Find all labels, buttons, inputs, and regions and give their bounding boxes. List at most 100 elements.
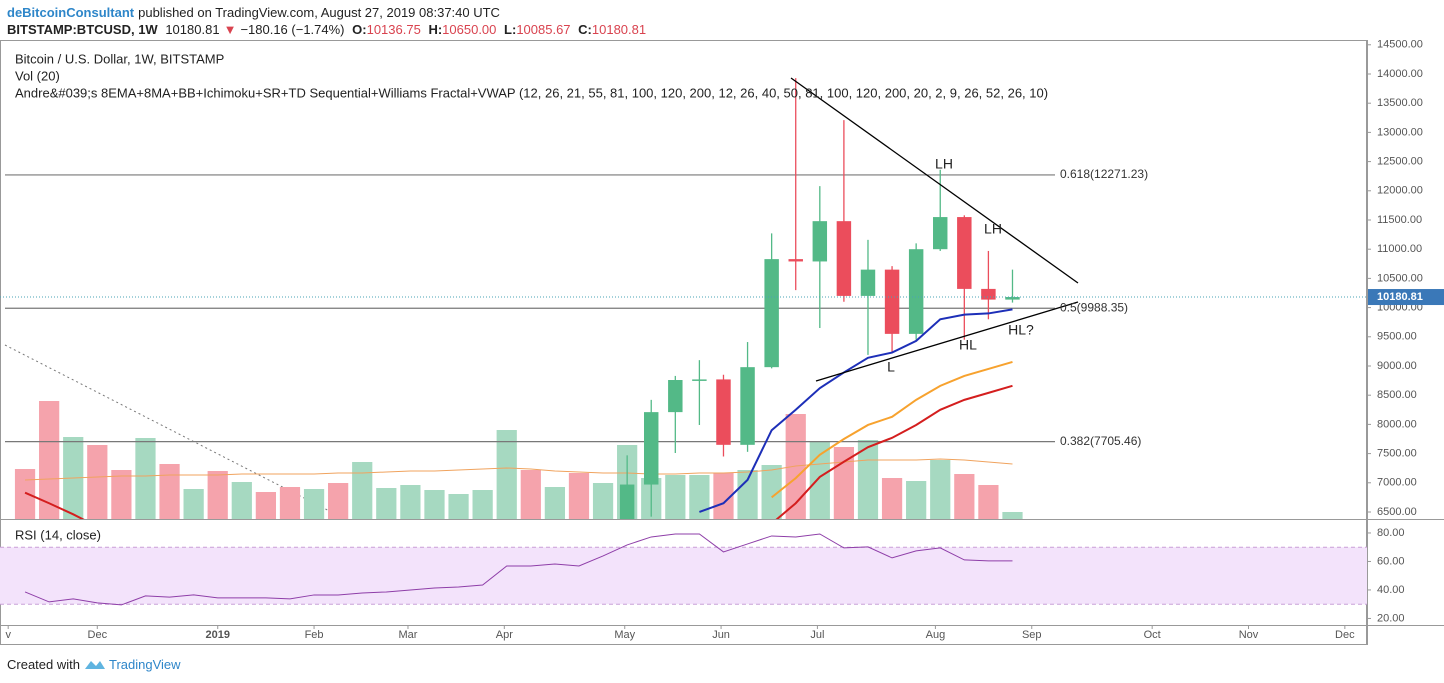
candle-body [716,379,731,445]
symbol-line: BITSTAMP:BTCUSD, 1W 10180.81 ▼ −180.16 (−1… [7,22,650,37]
volume-bar [135,438,156,519]
y-tick-label: 11500.00 [1377,214,1422,226]
last-price-label: 10180.81 [1377,291,1423,303]
volume-bar [424,490,445,519]
x-tick-label: Jun [712,629,730,641]
volume-bar [87,445,108,519]
drawings: 0.618(12271.23) 0.5(9988.35) 0.382(7705.46… [790,77,1148,448]
volume-bar [255,492,277,519]
h-label: H: [428,22,443,37]
volume-bar [303,489,325,519]
publish-line: deBitcoinConsultant published on TradingV… [7,5,504,20]
annotation: HL? [1008,322,1034,338]
fib-label: 0.382(7705.46) [1060,434,1141,448]
volume-bar [207,471,228,519]
candle-body [644,412,659,485]
y-tick-label: 10500.00 [1377,272,1423,284]
y-tick-label: 14500.00 [1377,39,1423,51]
last-price: 10180.81 [165,22,220,37]
annotation: L [887,359,895,375]
logo [84,661,105,669]
y-tick-label: 8000.00 [1377,418,1417,430]
h-value: 10650.00 [442,22,497,37]
x-tick-label: May [614,629,635,641]
x-tick-label: Mar [399,629,418,641]
c-label: C: [578,22,592,37]
x-tick-label: v [5,629,11,641]
candle-body [836,221,852,296]
published: published on TradingView.com, August 27,… [138,5,500,20]
indicator-label: Andre&#039;s 8EMA+8MA+BB+Ichimoku+SR+TD … [15,85,1048,100]
volume-bar [1002,512,1023,519]
o-value: 10136.75 [366,22,421,37]
volume-bar [906,481,927,519]
annotation: HL [959,337,977,353]
candle-body [981,288,996,300]
volume-bar [568,473,590,519]
y-tick-label: 11000.00 [1377,243,1422,255]
y-tick-label: 7500.00 [1377,447,1417,459]
candle-body [860,269,876,296]
change: −180.16 (−1.74%) [240,22,345,37]
x-tick-label: Jul [810,629,824,641]
y-tick-label: 7000.00 [1377,477,1417,489]
rsi-pane [0,533,1367,606]
volume-bar [713,473,734,519]
x-tick-label: Dec [1335,629,1355,641]
volume-bar [159,464,180,519]
candle-body [619,484,635,519]
rsi-tick-label: 60.00 [1377,555,1405,567]
y-tick-label: 9500.00 [1377,331,1417,343]
volume-bar [737,470,758,519]
candle-body [884,269,900,334]
price-pane [0,78,1367,519]
candle-body [692,379,707,381]
volume-bar [689,475,710,519]
candle-body [740,367,755,445]
candle-body [788,259,803,262]
volume-bar [14,469,36,519]
rsi-line [24,533,1013,606]
volume-bar [930,460,951,519]
y-tick-label: 6500.00 [1377,506,1417,518]
trend-line [815,301,1079,382]
moving-average [771,360,1013,499]
symbol: BITSTAMP:BTCUSD, 1W [7,22,158,37]
candle-body [908,249,924,334]
candle-body [957,217,972,289]
volume-bar [111,470,132,519]
y-tick-label: 9000.00 [1377,360,1417,372]
y-tick-label: 12500.00 [1377,155,1423,167]
candle-body [764,259,779,368]
l-label: L: [504,22,517,37]
l-value: 10085.67 [516,22,571,37]
volume-bar [761,465,782,519]
volume-bar [665,475,686,519]
x-tick-label: Oct [1144,629,1161,641]
rsi-band [0,547,1367,605]
volume-bar [328,483,349,519]
volume-bar [472,490,493,519]
y-tick-label: 13500.00 [1377,97,1423,109]
y-tick-label: 12000.00 [1377,185,1423,197]
candle-body [1005,297,1020,300]
volume-bar [279,487,301,519]
y-tick-label: 8500.00 [1377,389,1417,401]
pane-border [0,40,1367,645]
created-with: Created with [7,657,80,672]
rsi-tick-label: 80.00 [1377,527,1405,539]
volume-bar [978,485,999,519]
volume-bar [352,462,373,519]
x-tick-label: Apr [496,629,513,641]
volume-label: Vol (20) [15,68,60,83]
candle-body [668,380,683,413]
trend-line [790,77,1079,284]
volume-bar [544,487,566,519]
y-tick-label: 14000.00 [1377,68,1423,80]
rsi-tick-label: 40.00 [1377,584,1405,596]
chart-title: Bitcoin / U.S. Dollar, 1W, BITSTAMP [15,51,224,66]
x-tick-label: Aug [926,629,946,641]
volume-bar [954,474,975,519]
